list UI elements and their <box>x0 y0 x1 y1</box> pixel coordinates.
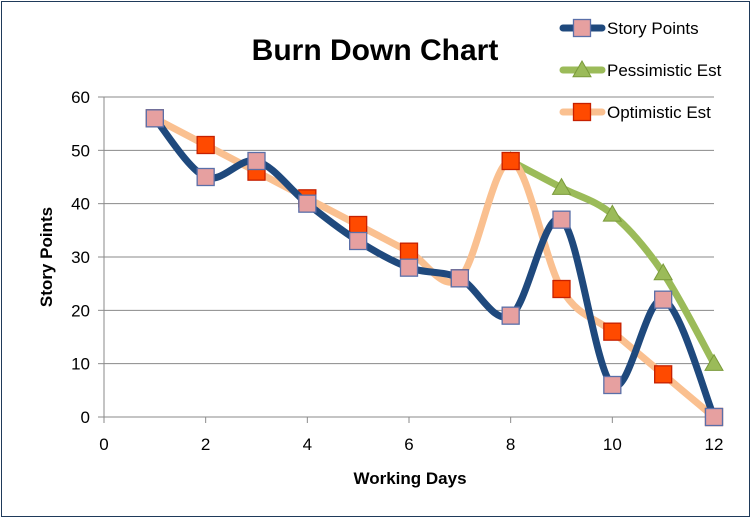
series-story-points <box>145 109 724 427</box>
x-tick-label-4: 4 <box>303 435 312 454</box>
x-tick-label-8: 8 <box>506 435 515 454</box>
data-point-story-points-1 <box>145 109 164 128</box>
x-tick-label-6: 6 <box>404 435 413 454</box>
x-tick-label-0: 0 <box>99 435 108 454</box>
x-tick-label-10: 10 <box>603 435 622 454</box>
series-line-story-points <box>151 114 718 421</box>
y-tick-label-10: 10 <box>71 355 90 374</box>
data-point-pessimistic-est-10 <box>602 204 623 222</box>
legend-marker <box>572 102 592 122</box>
legend-marker <box>572 18 592 38</box>
x-tick-label-2: 2 <box>201 435 210 454</box>
y-tick-label-0: 0 <box>81 408 90 427</box>
legend-label: Pessimistic Est <box>607 61 722 80</box>
legend-item-optimistic-est: Optimistic Est <box>559 102 711 122</box>
data-point-pessimistic-est-12 <box>704 353 724 371</box>
legend-label: Story Points <box>607 19 699 38</box>
series-layer <box>145 109 724 427</box>
data-point-story-points-3 <box>247 151 266 171</box>
data-point-optimistic-est-8 <box>501 151 520 171</box>
data-point-optimistic-est-5 <box>349 215 368 235</box>
legend-label: Optimistic Est <box>607 103 711 122</box>
data-point-story-points-7 <box>450 269 469 288</box>
data-point-optimistic-est-11 <box>654 365 673 384</box>
data-point-story-points-11 <box>654 290 673 309</box>
data-point-story-points-9 <box>552 210 571 229</box>
data-point-optimistic-est-9 <box>552 279 571 299</box>
data-point-story-points-4 <box>298 194 317 213</box>
legend-marker <box>572 59 592 78</box>
legend-item-pessimistic-est: Pessimistic Est <box>559 59 722 80</box>
axes: 0 10 20 30 40 50 60 0 2 4 6 8 10 12 <box>71 88 723 454</box>
data-point-pessimistic-est-9 <box>551 177 572 195</box>
chart-title: Burn Down Chart <box>252 34 499 67</box>
data-point-optimistic-est-6 <box>399 242 419 261</box>
data-point-story-points-8 <box>501 306 520 325</box>
data-point-story-points-6 <box>399 258 419 277</box>
y-axis-title: Story Points <box>37 207 56 307</box>
y-tick-label-50: 50 <box>71 141 90 160</box>
x-tick-label-12: 12 <box>705 435 724 454</box>
y-tick-label-20: 20 <box>71 301 90 320</box>
series-optimistic-est <box>145 109 724 427</box>
y-tick-label-30: 30 <box>71 248 90 267</box>
data-point-story-points-2 <box>196 167 215 187</box>
data-point-story-points-5 <box>349 231 368 251</box>
data-point-optimistic-est-10 <box>603 322 622 341</box>
y-tick-label-60: 60 <box>71 88 90 107</box>
x-axis-title: Working Days <box>353 469 466 488</box>
data-point-story-points-10 <box>603 375 622 395</box>
legend-item-story-points: Story Points <box>559 18 699 38</box>
data-point-pessimistic-est-11 <box>653 262 674 281</box>
data-point-optimistic-est-2 <box>196 135 215 155</box>
y-tick-label-40: 40 <box>71 195 90 214</box>
data-point-story-points-12 <box>704 407 724 427</box>
legend: Story Points Pessimistic Est Optimistic Es… <box>559 18 722 122</box>
